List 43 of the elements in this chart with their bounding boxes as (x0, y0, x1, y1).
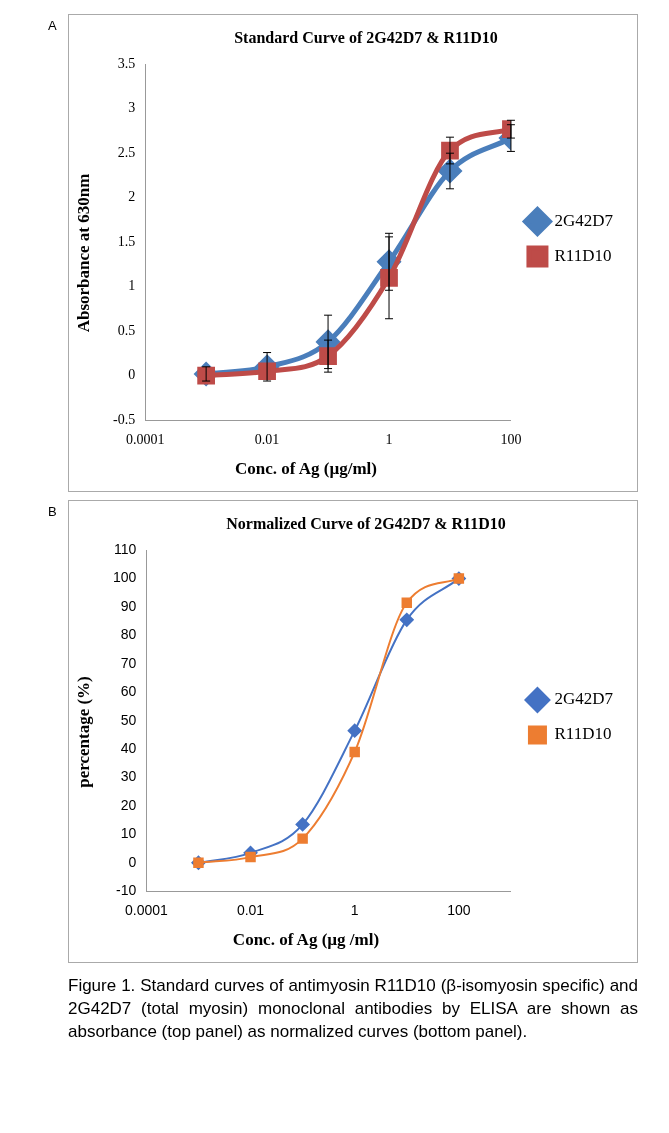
y-tick-label: 110 (114, 541, 137, 558)
x-tick-label: 100 (447, 902, 471, 919)
x-tick-label: 0.01 (236, 902, 265, 919)
y-axis-title: percentage (%) (74, 675, 94, 788)
y-tick-label: 10 (120, 825, 137, 842)
y-tick-label: 100 (113, 569, 137, 586)
y-tick-label: 0.5 (117, 322, 136, 338)
x-tick-label: 100 (500, 432, 522, 448)
y-tick-label: 70 (120, 654, 137, 671)
legend-label: 2G42D7 (554, 210, 614, 230)
y-tick-label: 60 (120, 683, 137, 700)
x-tick-label: 0.0001 (125, 432, 165, 448)
text: B (48, 504, 57, 519)
x-axis-title: Conc. of Ag (µg /ml) (231, 930, 381, 951)
y-tick-label: 20 (120, 796, 137, 813)
legend-label: R11D10 (554, 724, 612, 744)
x-tick-label: 0.0001 (124, 902, 168, 919)
y-tick-label: 2 (128, 189, 136, 205)
text: A (48, 18, 57, 33)
chart-title: Normalized Curve of 2G42D7 & R11D10 (226, 514, 506, 532)
y-tick-label: 0 (128, 853, 137, 870)
legend-label: R11D10 (554, 245, 612, 265)
y-tick-label: 2.5 (117, 144, 136, 160)
legend-label: 2G42D7 (554, 689, 614, 709)
y-tick-label: 0 (128, 367, 136, 383)
x-tick-label: 1 (385, 432, 393, 448)
y-tick-label: 3.5 (117, 55, 136, 71)
y-tick-label: 80 (120, 626, 137, 643)
y-tick-label: 90 (120, 597, 137, 614)
caption: Figure 1. Standard curves of antimyosin R11D10 (β-isomyosin specific) and 2G42D7 (total myosin) monoclonal antibodies by ELISA are shown as absorbance (top panel) as normalized curves (bottom panel). (68, 975, 638, 1043)
y-axis-title: Absorbance at 630nm (74, 173, 94, 333)
y-tick-label: 1.5 (117, 233, 136, 249)
x-axis-title: Conc. of Ag (µg/ml) (234, 459, 378, 480)
y-tick-label: 40 (120, 739, 137, 756)
y-tick-label: 50 (120, 711, 137, 728)
x-tick-label: 0.01 (254, 432, 280, 448)
y-tick-label: 3 (128, 100, 136, 116)
y-tick-label: -10 (116, 882, 137, 899)
x-tick-label: 1 (350, 902, 359, 919)
chart-title: Standard Curve of 2G42D7 & R11D10 (234, 28, 498, 46)
y-tick-label: 30 (120, 768, 137, 785)
y-tick-label: 1 (128, 278, 136, 294)
y-tick-label: -0.5 (112, 411, 136, 427)
